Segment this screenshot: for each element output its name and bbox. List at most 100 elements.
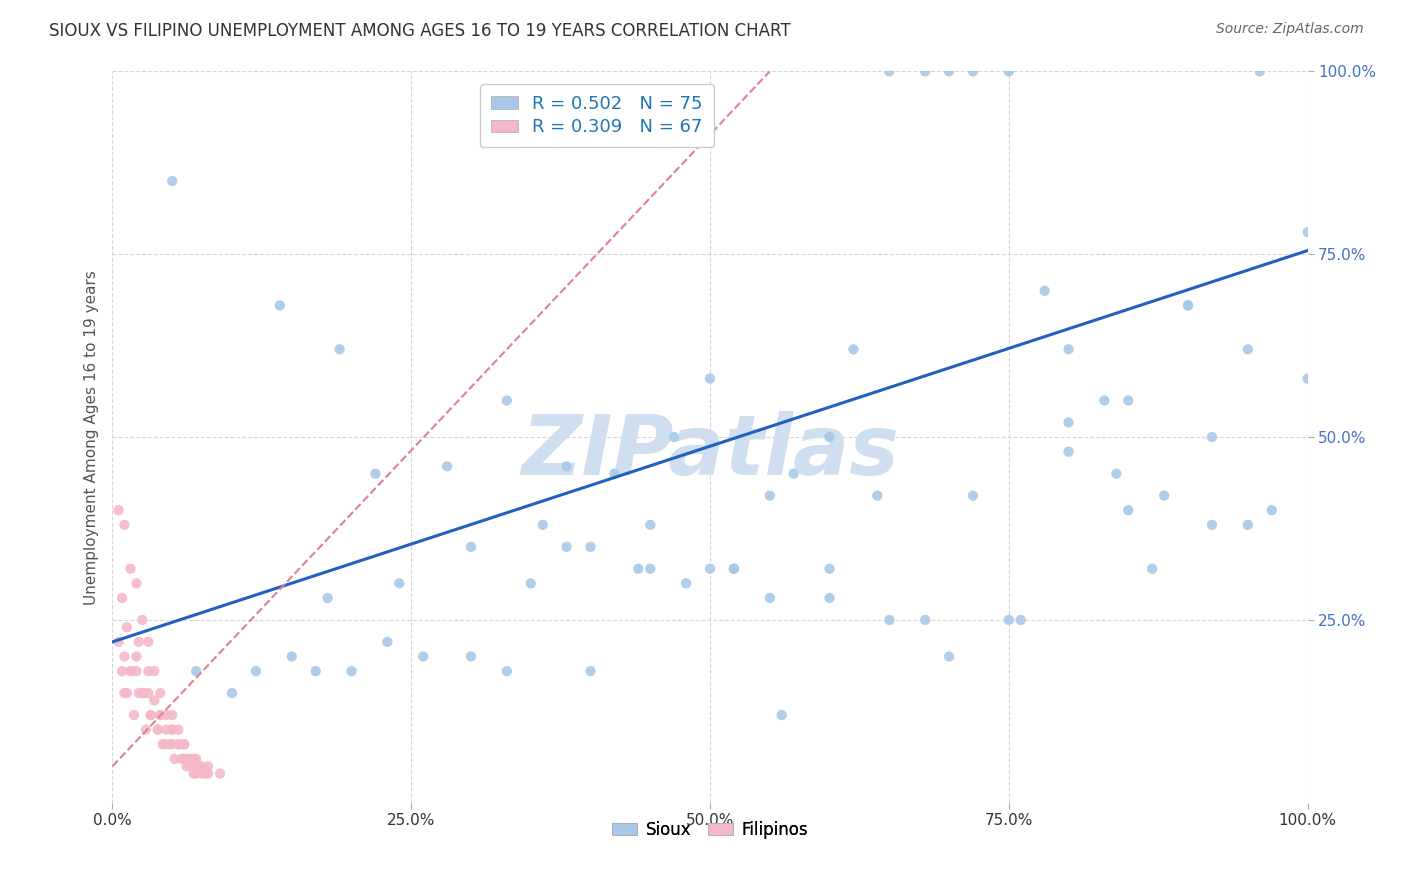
Point [169, 737, 191, 751]
Point [179, 759, 201, 773]
Point [138, 664, 160, 678]
Point [173, 737, 195, 751]
Point [107, 635, 129, 649]
Point [135, 723, 157, 737]
Point [163, 752, 186, 766]
Point [221, 686, 243, 700]
Point [531, 517, 554, 532]
Point [121, 664, 143, 678]
Point [155, 723, 177, 737]
Point [114, 649, 135, 664]
Point [1105, 467, 1128, 481]
Point [146, 723, 169, 737]
Point [914, 64, 936, 78]
Point [1237, 517, 1260, 532]
Point [1033, 284, 1056, 298]
Point [675, 576, 697, 591]
Point [364, 467, 387, 481]
Point [962, 64, 984, 78]
Point [149, 686, 172, 700]
Point [186, 752, 208, 766]
Point [377, 635, 399, 649]
Point [1057, 416, 1080, 430]
Point [998, 613, 1021, 627]
Point [194, 766, 217, 780]
Point [555, 459, 578, 474]
Point [143, 693, 166, 707]
Point [186, 759, 208, 773]
Point [962, 489, 984, 503]
Point [186, 664, 208, 678]
Point [1118, 393, 1140, 408]
Text: Source: ZipAtlas.com: Source: ZipAtlas.com [1216, 22, 1364, 37]
Point [143, 664, 166, 678]
Point [1142, 562, 1164, 576]
Point [879, 613, 901, 627]
Point [723, 562, 745, 576]
Point [1094, 393, 1116, 408]
Point [179, 752, 201, 766]
Point [998, 64, 1021, 78]
Point [162, 723, 183, 737]
Point [460, 540, 482, 554]
Point [149, 708, 172, 723]
Point [183, 752, 205, 766]
Point [640, 562, 662, 576]
Point [842, 343, 865, 357]
Point [125, 649, 148, 664]
Text: ZIPatlas: ZIPatlas [522, 411, 898, 492]
Point [162, 723, 183, 737]
Point [340, 664, 363, 678]
Point [579, 664, 602, 678]
Point [115, 620, 138, 634]
Point [191, 766, 214, 780]
Point [107, 503, 129, 517]
Point [186, 766, 208, 780]
Point [759, 591, 782, 605]
Point [139, 708, 162, 723]
Point [176, 752, 198, 766]
Point [120, 664, 142, 678]
Point [496, 393, 519, 408]
Point [155, 708, 177, 723]
Point [159, 737, 181, 751]
Point [138, 635, 160, 649]
Point [1201, 430, 1223, 444]
Point [187, 759, 209, 773]
Point [111, 591, 134, 605]
Point [146, 723, 169, 737]
Point [305, 664, 328, 678]
Point [173, 752, 195, 766]
Point [1237, 343, 1260, 357]
Point [162, 708, 183, 723]
Point [131, 613, 153, 627]
Point [1118, 503, 1140, 517]
Point [149, 708, 172, 723]
Point [938, 64, 960, 78]
Point [1153, 489, 1175, 503]
Point [1010, 613, 1032, 627]
Point [699, 371, 721, 385]
Point [139, 708, 162, 723]
Point [173, 737, 195, 751]
Point [138, 686, 160, 700]
Point [114, 517, 135, 532]
Point [125, 664, 148, 678]
Point [1261, 503, 1284, 517]
Point [879, 64, 901, 78]
Point [269, 298, 291, 312]
Point [209, 766, 232, 780]
Point [162, 737, 183, 751]
Point [176, 759, 198, 773]
Point [132, 686, 155, 700]
Point [699, 562, 721, 576]
Point [153, 737, 176, 751]
Point [1296, 225, 1319, 239]
Point [120, 562, 142, 576]
Point [114, 686, 135, 700]
Point [938, 649, 960, 664]
Point [770, 708, 793, 723]
Point [436, 459, 458, 474]
Point [1057, 444, 1080, 458]
Point [866, 489, 889, 503]
